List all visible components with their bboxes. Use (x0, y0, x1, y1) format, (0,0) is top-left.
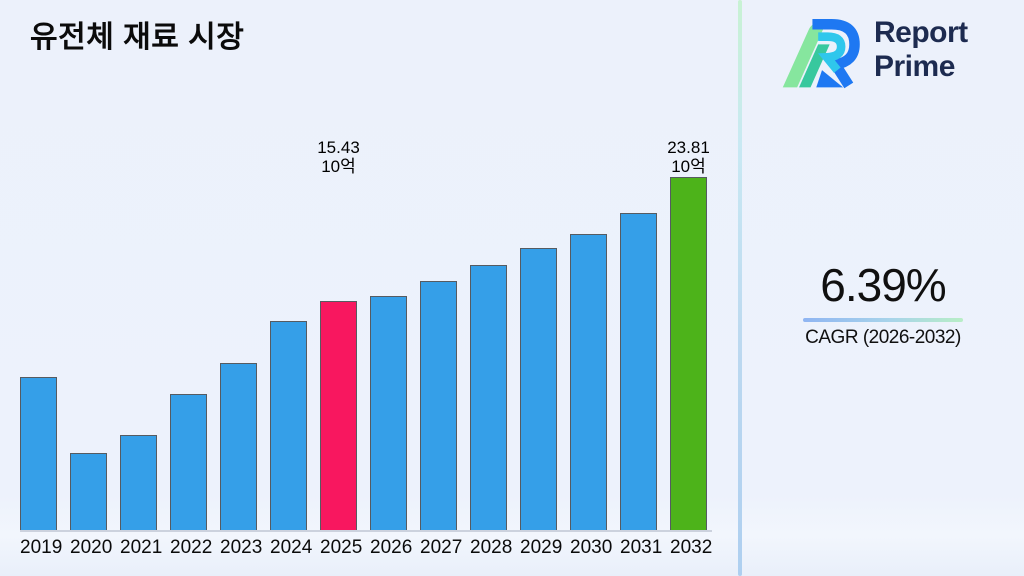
year-label-2021: 2021 (120, 537, 163, 558)
bar-2021 (120, 435, 157, 530)
bar-chart-plot-area: 15.43 10억 23.81 10억 (20, 138, 712, 532)
cagr-label: CAGR (2026-2032) (805, 327, 961, 348)
bar-column-2021 (120, 179, 157, 530)
vertical-divider (738, 0, 742, 576)
bar-2029 (520, 248, 557, 530)
bar-chart: 15.43 10억 23.81 10억 2019 2020 2021 2022 2023 202… (20, 138, 712, 559)
year-label-2023: 2023 (220, 537, 263, 558)
logo-wordmark: Report Prime (874, 16, 968, 84)
year-label-2027: 2027 (420, 537, 463, 558)
cagr-underline (803, 318, 963, 322)
bar-column-2019 (20, 179, 57, 530)
bar-column-2026 (370, 179, 407, 530)
bar-2026 (370, 295, 407, 530)
bar-2020 (70, 452, 107, 530)
bar-column-2022 (170, 179, 207, 530)
bar-column-2024 (270, 179, 307, 530)
year-label-2024: 2024 (270, 537, 313, 558)
cagr-value: 6.39% (820, 259, 946, 311)
value-label-2025: 15.43 10억 (317, 138, 360, 176)
logo-word-prime: Prime (874, 50, 955, 83)
page-title: 유전체 재료 시장 (30, 21, 245, 54)
bar-column-2031 (620, 179, 657, 530)
bar-2027 (420, 280, 457, 530)
logo-word-report: Report (874, 16, 968, 49)
year-label-2028: 2028 (470, 537, 513, 558)
report-prime-logo-icon (782, 18, 860, 89)
year-label-2019: 2019 (20, 537, 63, 558)
year-label-2020: 2020 (70, 537, 113, 558)
year-label-2030: 2030 (570, 537, 613, 558)
bar-2022 (170, 393, 207, 530)
bar-column-2020 (70, 179, 107, 530)
year-label-2031: 2031 (620, 537, 663, 558)
year-label-2029: 2029 (520, 537, 563, 558)
bar-column-2029 (520, 179, 557, 530)
value-label-2032: 23.81 10억 (667, 138, 710, 176)
bar-column-2023 (220, 179, 257, 530)
bar-2028 (470, 264, 507, 530)
bar-2032 (670, 177, 707, 530)
bar-column-2027 (420, 179, 457, 530)
bar-2030 (570, 233, 607, 530)
year-label-2022: 2022 (170, 537, 213, 558)
report-prime-logo: Report Prime (778, 10, 968, 94)
bar-chart-x-axis: 2019 2020 2021 2022 2023 2024 2025 2026 2027 2028… (20, 537, 712, 559)
year-label-2025: 2025 (320, 537, 363, 558)
bar-2024 (270, 321, 307, 530)
bar-2025 (320, 301, 357, 530)
bar-2023 (220, 362, 257, 530)
bar-column-2030 (570, 179, 607, 530)
bar-column-2025: 15.43 10억 (317, 138, 360, 530)
bar-2019 (20, 377, 57, 530)
bar-2031 (620, 212, 657, 530)
cagr-panel: 6.39% CAGR (2026-2032) (802, 258, 964, 349)
year-label-2032: 2032 (670, 537, 713, 558)
bar-column-2028 (470, 179, 507, 530)
bar-column-2032: 23.81 10억 (667, 138, 710, 530)
year-label-2026: 2026 (370, 537, 413, 558)
